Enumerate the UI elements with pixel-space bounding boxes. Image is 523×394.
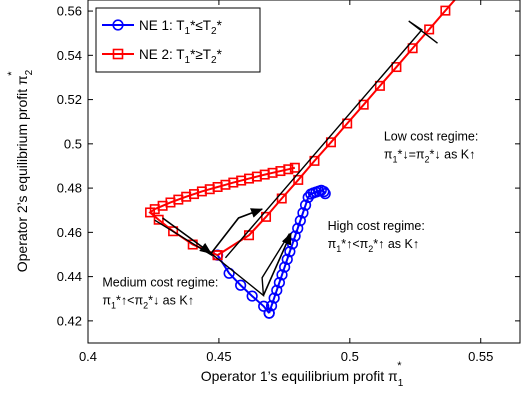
- y-tick-label: 0.42: [57, 313, 82, 328]
- data-point: [299, 199, 312, 211]
- legend-item-ne1: NE 1: T1*≤T2*: [102, 18, 223, 37]
- x-axis-title: Operator 1’s equilibrium profit π1*: [201, 360, 404, 389]
- data-point: [258, 300, 270, 312]
- regime-arrow-3: [262, 232, 292, 296]
- data-point: [268, 292, 280, 304]
- x-tick-label: 0.4: [79, 349, 97, 364]
- series-line: [216, 254, 270, 314]
- legend-marker-ne1: [112, 19, 124, 31]
- x-tick-label: 0.5: [341, 349, 359, 364]
- annotation-line: π1*↓=π2*↓ as K↑: [384, 148, 476, 165]
- data-point: [284, 246, 296, 258]
- y-tick-label: 0.48: [57, 181, 82, 196]
- data-point: [309, 155, 320, 166]
- annotation-2: High cost regime: π1*↑<π2*↑ as K↑: [328, 219, 425, 254]
- data-point: [294, 215, 306, 227]
- x-tick-label: 0.55: [468, 349, 493, 364]
- series-ne1: [212, 184, 331, 319]
- data-point: [342, 118, 353, 129]
- data-point: [273, 276, 285, 289]
- data-point: [319, 188, 331, 200]
- data-point: [276, 269, 288, 281]
- y-axis-title: Operator 2’s equilibrium profit π2*: [6, 69, 35, 272]
- annotation-line: High cost regime:: [328, 219, 425, 233]
- annotation-line: π1*↑<π2*↓ as K↑: [102, 294, 194, 311]
- annotation-line: π1*↑<π2*↑ as K↑: [328, 237, 420, 254]
- data-point: [325, 137, 336, 148]
- data-point: [281, 253, 293, 265]
- regime-bracket-2: [224, 20, 438, 259]
- data-point: [292, 222, 304, 234]
- annotation-3: Medium cost regime: π1*↑<π2*↓ as K↑: [102, 276, 218, 311]
- plot-frame: [87, 0, 521, 344]
- data-point: [440, 5, 451, 16]
- legend-label-ne1: NE 1: T1*≤T2*: [139, 18, 223, 37]
- data-point: [283, 164, 294, 175]
- data-point: [391, 62, 402, 73]
- y-tick-label: 0.5: [64, 136, 82, 151]
- legend-marker-ne2: [112, 48, 124, 60]
- data-point: [358, 99, 369, 110]
- series-layer: [145, 0, 457, 319]
- data-point: [374, 80, 385, 91]
- legend-box: [95, 7, 261, 73]
- data-point: [424, 24, 435, 35]
- data-point: [407, 43, 418, 54]
- data-point: [279, 261, 291, 273]
- legend-item-ne2: NE 2: T1*≥T2*: [102, 47, 223, 66]
- annotation-1: Low cost regime: π1*↓=π2*↓ as K↑: [384, 130, 478, 165]
- y-tick-label: 0.54: [57, 48, 82, 63]
- data-point: [153, 214, 164, 225]
- y-tick-label: 0.46: [57, 225, 82, 240]
- data-point: [318, 186, 330, 198]
- y-tick-label: 0.56: [57, 4, 82, 19]
- data-point: [297, 207, 309, 219]
- series-line: [217, 0, 457, 256]
- series-ne2: [145, 0, 457, 261]
- data-point: [289, 162, 300, 173]
- y-tick-label: 0.52: [57, 92, 82, 107]
- data-point: [271, 284, 283, 296]
- data-point: [265, 300, 278, 312]
- data-point: [246, 290, 258, 302]
- legend: NE 1: T1*≤T2* NE 2: T1*≥T2*: [95, 7, 261, 73]
- legend-label-ne2: NE 2: T1*≥T2*: [139, 47, 223, 66]
- annotation-line: Medium cost regime:: [102, 276, 218, 290]
- data-point: [235, 279, 247, 291]
- regime-arrow-1: [162, 217, 212, 255]
- annotation-line: Low cost regime:: [384, 130, 478, 144]
- regime-bracket-3: [154, 219, 213, 257]
- regime-bracket-1: [210, 233, 291, 297]
- x-tick-label: 0.45: [206, 349, 231, 364]
- data-point: [263, 307, 275, 319]
- regime-arrow-2: [210, 208, 264, 254]
- data-point: [276, 193, 287, 204]
- data-point: [168, 226, 179, 237]
- tick-layer: 0.4 0.45 0.5 0.55 0.42 0.44 0.46 0.48 0.5 0.52 0.5…: [57, 0, 520, 364]
- data-point: [293, 174, 304, 185]
- y-tick-label: 0.44: [57, 269, 82, 284]
- annotation-layer: Low cost regime: π1*↓=π2*↓ as K↑ High cost…: [102, 20, 478, 311]
